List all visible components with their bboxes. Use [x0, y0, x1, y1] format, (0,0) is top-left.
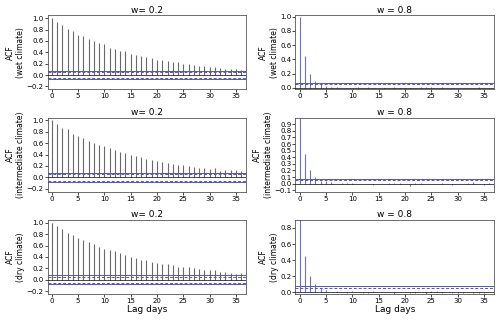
Title: w= 0.2: w= 0.2: [131, 108, 163, 117]
Title: w = 0.8: w = 0.8: [378, 210, 412, 219]
Title: w= 0.2: w= 0.2: [131, 210, 163, 219]
Y-axis label: ACF
(intermediate climate): ACF (intermediate climate): [6, 111, 25, 198]
X-axis label: Lag days: Lag days: [375, 306, 415, 315]
Y-axis label: ACF
(wet climate): ACF (wet climate): [6, 27, 25, 78]
Y-axis label: ACF
(intermediate climate): ACF (intermediate climate): [254, 111, 273, 198]
Y-axis label: ACF
(dry climate): ACF (dry climate): [6, 232, 25, 282]
Title: w = 0.8: w = 0.8: [378, 5, 412, 14]
Y-axis label: ACF
(wet climate): ACF (wet climate): [260, 27, 278, 78]
Title: w= 0.2: w= 0.2: [131, 5, 163, 14]
Title: w = 0.8: w = 0.8: [378, 108, 412, 117]
Y-axis label: ACF
(dry climate): ACF (dry climate): [260, 232, 278, 282]
X-axis label: Lag days: Lag days: [127, 306, 167, 315]
